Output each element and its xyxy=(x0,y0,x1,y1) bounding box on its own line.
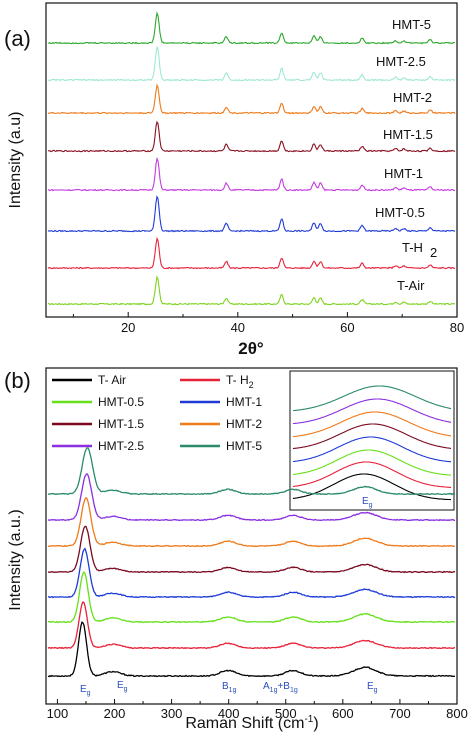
xrd-trace-hmt-0-5 xyxy=(47,195,456,233)
inset-trace xyxy=(292,436,452,463)
raman-x-axis-title: Raman Shift (cm-1) xyxy=(185,714,318,732)
inset-mode-label-subscript: g xyxy=(369,502,373,509)
raman-tick-label: 400 xyxy=(218,706,240,721)
raman-mode-labels: Eg Eg B1g A1g+B1g Eg xyxy=(80,680,378,697)
xrd-x-ticks: 20 40 60 80 xyxy=(72,312,464,335)
raman-mode-label-subscript: g xyxy=(124,686,128,693)
raman-trace-hmt-1-5 xyxy=(47,525,455,574)
xrd-label-t-air: T-Air xyxy=(397,278,425,293)
legend-label: HMT-2 xyxy=(226,417,262,431)
xrd-trace-labels: T-Air T-H 2 HMT-0.5 HMT-1 HMT-1.5 HMT-2 HMT-2.5… xyxy=(375,17,437,293)
raman-tick-label: 300 xyxy=(161,706,183,721)
raman-mode-label-subscript: g xyxy=(374,687,378,694)
xrd-label-hmt-2: HMT-2 xyxy=(393,90,432,105)
raman-trace-hmt-2-5 xyxy=(47,472,455,522)
inset-trace xyxy=(292,473,451,501)
raman-mode-label: Eg xyxy=(80,684,91,697)
raman-mode-label-second: +B xyxy=(277,681,290,692)
inset-trace xyxy=(292,461,451,488)
panel-a-frame xyxy=(45,2,458,318)
xrd-trace-hmt-2-5 xyxy=(47,45,456,82)
xrd-trace-t-air xyxy=(48,275,456,306)
xrd-tick-label: 40 xyxy=(231,320,245,335)
raman-x-axis-title-main: Raman Shift (cm xyxy=(185,715,304,732)
raman-legend: T- Air T- H2 HMT-0.5 HMT-1 HMT-1.5 HMT-2 HMT-2… xyxy=(52,373,262,453)
raman-x-axis-title-end: ) xyxy=(313,715,318,732)
raman-mode-label: A1g+B1g xyxy=(263,681,298,694)
raman-mode-label: Eg xyxy=(117,680,128,693)
raman-mode-label: Eg xyxy=(367,681,378,694)
raman-mode-label-second-subscript: 1g xyxy=(290,687,298,694)
panel-b: (b) T- Air T- H2 HMT-0.5 HMT-1 HMT-1.5 HMT-2 H… xyxy=(4,367,468,732)
legend-label: HMT-0.5 xyxy=(98,395,144,409)
raman-inset: Eg xyxy=(289,370,455,511)
xrd-trace-hmt-1-5 xyxy=(47,120,456,153)
xrd-label-t-h2-subscript: 2 xyxy=(430,245,437,260)
raman-x-ticks: 100 200 300 400 500 600 700 800 xyxy=(47,699,468,721)
raman-tick-label: 500 xyxy=(275,706,297,721)
raman-trace-t-air xyxy=(47,621,456,678)
raman-trace-hmt-0-5 xyxy=(48,571,455,624)
raman-trace-hmt-5 xyxy=(47,447,455,496)
raman-traces xyxy=(47,447,456,678)
inset-trace xyxy=(292,385,452,412)
panel-a: (a) T-Air T-H 2 HMT-0.5 HMT-1 HMT-1.5 HMT-2 HMT… xyxy=(4,2,464,358)
raman-x-axis-title-sup: -1 xyxy=(304,714,313,725)
raman-trace-hmt-2 xyxy=(47,496,455,548)
raman-tick-label: 100 xyxy=(47,706,69,721)
legend-label: HMT-1 xyxy=(226,395,262,409)
xrd-label-t-h: T-H xyxy=(402,240,423,255)
xrd-label-hmt-1: HMT-1 xyxy=(384,166,423,181)
raman-mode-label-subscript: 1g xyxy=(270,687,278,694)
legend-label: HMT-5 xyxy=(226,439,262,453)
xrd-y-axis-title: Intensity (a.u) xyxy=(7,112,24,209)
xrd-traces xyxy=(47,11,456,306)
raman-mode-label-subscript: g xyxy=(87,690,91,697)
panel-b-tag: (b) xyxy=(4,368,31,393)
xrd-tick-label: 20 xyxy=(121,320,135,335)
xrd-label-hmt-5: HMT-5 xyxy=(392,17,431,32)
legend-label: HMT-1.5 xyxy=(98,417,144,431)
inset-trace xyxy=(292,398,452,425)
xrd-x-axis-title: 2θ° xyxy=(238,339,264,358)
xrd-label-hmt-2-5: HMT-2.5 xyxy=(376,54,426,69)
xrd-label-hmt-0-5: HMT-0.5 xyxy=(375,205,425,220)
xrd-trace-hmt-2 xyxy=(47,83,456,115)
inset-mode-label: Eg xyxy=(362,496,373,509)
xrd-trace-t-h2 xyxy=(47,236,455,270)
raman-mode-label-subscript: 1g xyxy=(229,687,237,694)
inset-trace xyxy=(292,423,452,450)
raman-mode-label: B1g xyxy=(222,681,237,694)
xrd-trace-hmt-1 xyxy=(47,156,456,192)
panel-a-tag: (a) xyxy=(4,26,31,51)
raman-tick-label: 700 xyxy=(389,706,411,721)
raman-tick-label: 200 xyxy=(104,706,126,721)
xrd-tick-label: 80 xyxy=(450,320,464,335)
raman-trace-hmt-1 xyxy=(47,547,456,599)
panel-b-frame xyxy=(45,367,458,705)
raman-trace-t-h2 xyxy=(47,601,456,650)
raman-tick-label: 600 xyxy=(332,706,354,721)
xrd-label-hmt-1-5: HMT-1.5 xyxy=(383,127,433,142)
legend-label: T- H2 xyxy=(226,373,254,390)
xrd-tick-label: 60 xyxy=(340,320,354,335)
legend-label-subscript: 2 xyxy=(249,380,254,390)
inset-frame xyxy=(289,370,455,511)
raman-tick-label: 800 xyxy=(446,706,468,721)
xrd-trace-hmt-5 xyxy=(47,11,455,45)
inset-trace xyxy=(292,411,452,438)
inset-trace xyxy=(292,449,451,476)
legend-label: T- Air xyxy=(98,373,126,387)
raman-y-axis-title: Intensity (a.u.) xyxy=(7,509,24,610)
legend-label: HMT-2.5 xyxy=(98,439,144,453)
